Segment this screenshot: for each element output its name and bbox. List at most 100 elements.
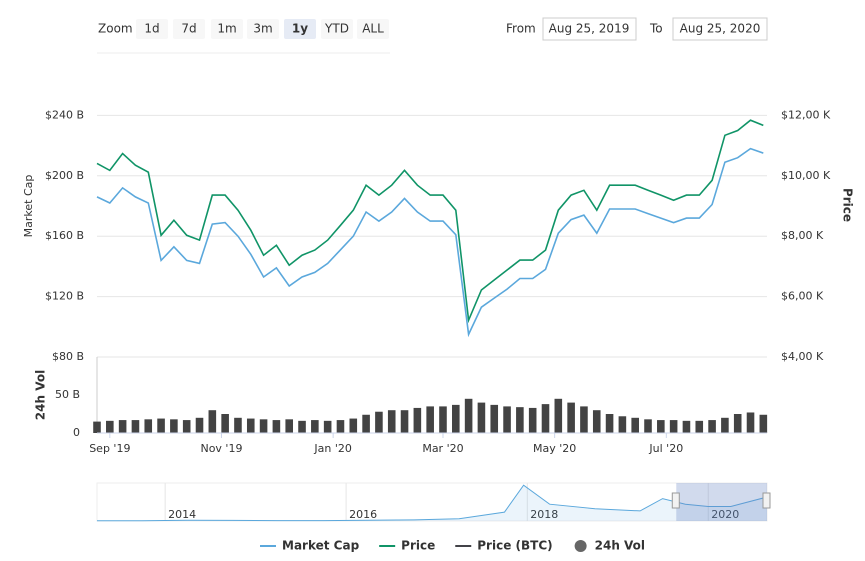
from-input[interactable]	[542, 17, 637, 41]
volume-bar	[721, 417, 729, 433]
volume-bar	[118, 420, 127, 433]
volume-bar	[131, 420, 140, 433]
zoom-button-label[interactable]: 1d	[144, 22, 159, 36]
from-label: From	[506, 22, 536, 36]
series-line	[96, 119, 764, 324]
navigator-tick-label: 2018	[530, 508, 558, 521]
volume-bar	[490, 404, 499, 433]
volume-bar	[657, 420, 665, 433]
volume-bar	[682, 420, 691, 433]
navigator-handle[interactable]	[762, 492, 771, 509]
volume-bar	[285, 419, 294, 433]
x-tick-label: Sep '19	[89, 442, 130, 455]
volume-bar	[195, 417, 204, 433]
volume-bar	[323, 420, 332, 433]
volume-bar	[387, 410, 396, 433]
y2-tick-label: $4,00 K	[781, 350, 824, 363]
zoom-button-label[interactable]: ALL	[362, 22, 384, 36]
zoom-button[interactable]	[357, 19, 389, 39]
zoom-button[interactable]	[284, 19, 316, 39]
volume-bar	[567, 402, 575, 433]
volume-bar	[157, 418, 165, 433]
to-value[interactable]: Aug 25, 2020	[680, 22, 761, 36]
volume-bar	[477, 402, 486, 433]
volume-bar	[349, 418, 358, 433]
volume-bar	[182, 420, 191, 433]
y-axis-title: Market Cap	[22, 175, 35, 238]
volume-bar	[644, 419, 652, 433]
from-value[interactable]: Aug 25, 2019	[549, 22, 630, 36]
y2-tick-label: $10,00 K	[781, 169, 831, 182]
y-axis-title: 24h Vol	[34, 370, 48, 420]
volume-bar	[272, 420, 281, 433]
zoom-button-label[interactable]: 1y	[292, 22, 308, 36]
volume-bar	[375, 411, 383, 433]
volume-bar	[541, 404, 550, 433]
volume-bar	[631, 417, 639, 433]
volume-bar	[106, 420, 114, 433]
volume-bar	[695, 420, 704, 433]
volume-bar	[439, 406, 447, 433]
y-tick-label: 0	[73, 426, 80, 439]
zoom-button[interactable]	[136, 19, 168, 39]
volume-bar	[746, 412, 755, 433]
volume-bar	[669, 420, 678, 433]
navigator-tick-label: 2016	[349, 508, 377, 521]
zoom-buttons: 1d 7d 1m 3m 1y YTD ALL	[136, 19, 389, 39]
volume-bar	[554, 398, 563, 433]
zoom-button[interactable]	[173, 19, 205, 39]
volume-bar	[298, 420, 306, 433]
volume-bar	[516, 407, 524, 433]
x-tick-label: Mar '20	[422, 442, 463, 455]
y-tick-label: $240 B	[45, 108, 84, 121]
navigator-line	[97, 484, 768, 522]
zoom-button-label[interactable]: YTD	[324, 22, 349, 36]
volume-bar	[733, 414, 742, 433]
y2-tick-label: $8,00 K	[781, 229, 824, 242]
legend-label[interactable]: Price	[401, 539, 435, 553]
zoom-button[interactable]	[321, 19, 353, 39]
volume-bar	[452, 404, 460, 433]
volume-bar	[221, 414, 229, 433]
navigator-handle[interactable]	[671, 492, 680, 509]
zoom-button-label[interactable]: 7d	[181, 22, 196, 36]
y2-axis-title: Price	[841, 188, 855, 222]
zoom-button[interactable]	[247, 19, 279, 39]
volume-bar	[759, 414, 768, 433]
volume-bar	[311, 420, 319, 433]
legend-label[interactable]: 24h Vol	[595, 539, 645, 553]
navigator-selection[interactable]	[676, 483, 767, 521]
volume-bar	[618, 416, 627, 433]
volume-bar	[708, 420, 716, 433]
to-input[interactable]	[672, 17, 768, 41]
controls: Zoom 1d 7d 1m 3m 1y YTD ALL From Aug 25, 2019 …	[97, 17, 768, 54]
navigator-tick-label: 2020	[711, 508, 739, 521]
zoom-button[interactable]	[211, 19, 243, 39]
y-tick-label: $200 B	[45, 169, 84, 182]
volume-bar	[170, 419, 178, 433]
volume-bar	[400, 410, 409, 433]
y-tick-label: $120 B	[45, 290, 84, 303]
volume-bar	[144, 419, 153, 433]
volume-bar	[93, 421, 101, 433]
x-tick-label: Jul '20	[648, 442, 683, 455]
volume-bar	[208, 410, 217, 433]
volume-bar	[426, 406, 434, 433]
y2-tick-label: $6,00 K	[781, 290, 824, 303]
volume-bar	[336, 420, 345, 433]
volume-bar	[259, 419, 268, 433]
zoom-button-label[interactable]: 1m	[217, 22, 236, 36]
volume-bar	[464, 398, 473, 433]
series-line	[96, 147, 764, 338]
legend-swatch[interactable]	[574, 540, 587, 552]
y-tick-label: 50 B	[55, 388, 80, 401]
legend-label[interactable]: Market Cap	[282, 539, 360, 553]
navigator-area	[97, 485, 767, 521]
y2-tick-label: $12,00 K	[781, 108, 831, 121]
navigator-tick-label: 2014	[168, 508, 196, 521]
legend-label[interactable]: Price (BTC)	[477, 539, 552, 553]
volume-bar	[413, 407, 422, 433]
zoom-button-label[interactable]: 3m	[253, 22, 272, 36]
x-tick-label: Nov '19	[200, 442, 242, 455]
zoom-label: Zoom	[98, 22, 133, 36]
